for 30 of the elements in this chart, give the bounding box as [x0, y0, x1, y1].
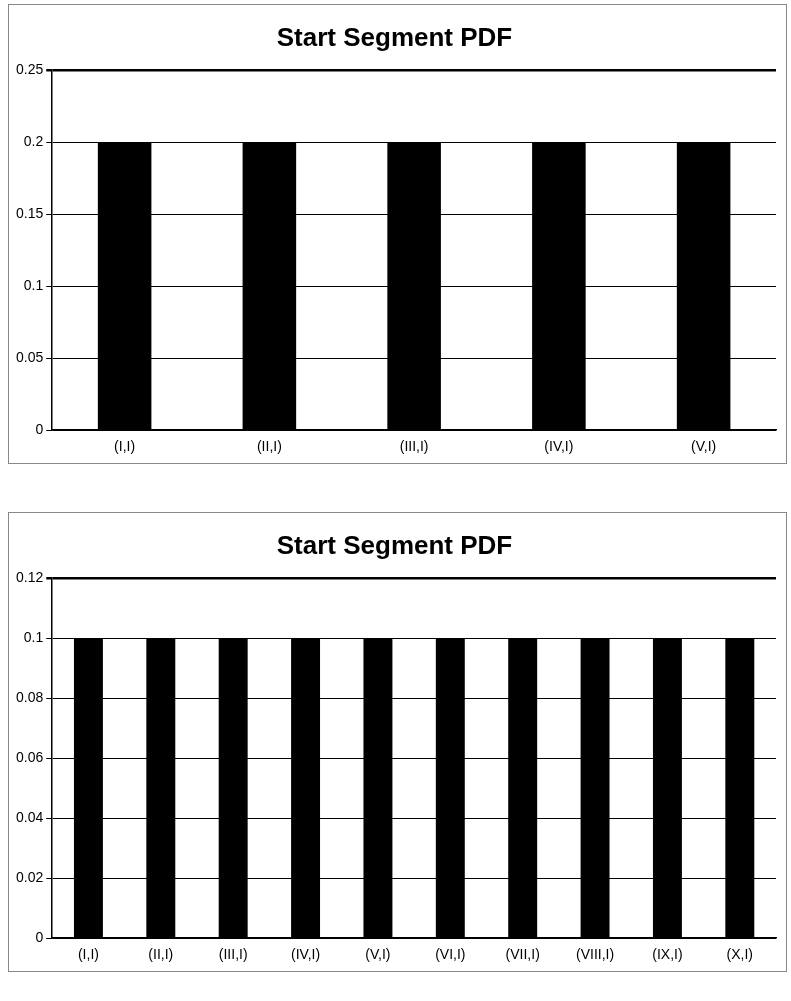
- x-tick-label: (VII,I): [505, 946, 540, 963]
- y-tick-label: 0: [35, 929, 44, 946]
- x-tick-label: (VI,I): [435, 946, 466, 963]
- x-tick-label: (I,I): [77, 946, 99, 963]
- y-tick-label: 0.12: [16, 569, 44, 586]
- chart-title: Start Segment PDF: [276, 21, 513, 52]
- y-tick-label: 0.1: [23, 629, 44, 646]
- x-tick-label: (II,I): [148, 946, 174, 963]
- y-tick-label: 0.08: [16, 689, 44, 706]
- x-tick-label: (IX,I): [652, 946, 683, 963]
- y-tick-label: 0: [35, 421, 44, 438]
- y-tick-label: 0.04: [16, 809, 44, 826]
- y-tick-label: 0.05: [16, 349, 44, 366]
- x-tick-label: (V,I): [691, 438, 717, 455]
- x-tick-label: (IV,I): [544, 438, 574, 455]
- y-tick-label: 0.02: [16, 869, 44, 886]
- y-tick-label: 0.2: [23, 133, 44, 150]
- chart-title: Start Segment PDF: [276, 529, 513, 560]
- x-tick-label: (VIII,I): [576, 946, 615, 963]
- x-tick-label: (I,I): [114, 438, 136, 455]
- x-tick-label: (IV,I): [291, 946, 321, 963]
- x-tick-label: (II,I): [256, 438, 282, 455]
- x-tick-label: (V,I): [365, 946, 391, 963]
- y-tick-label: 0.15: [16, 205, 44, 222]
- y-tick-label: 0.1: [23, 277, 44, 294]
- x-tick-label: (III,I): [218, 946, 248, 963]
- y-tick-label: 0.06: [16, 749, 44, 766]
- y-tick-label: 0.25: [16, 61, 44, 78]
- x-tick-label: (X,I): [726, 946, 754, 963]
- x-tick-label: (III,I): [399, 438, 429, 455]
